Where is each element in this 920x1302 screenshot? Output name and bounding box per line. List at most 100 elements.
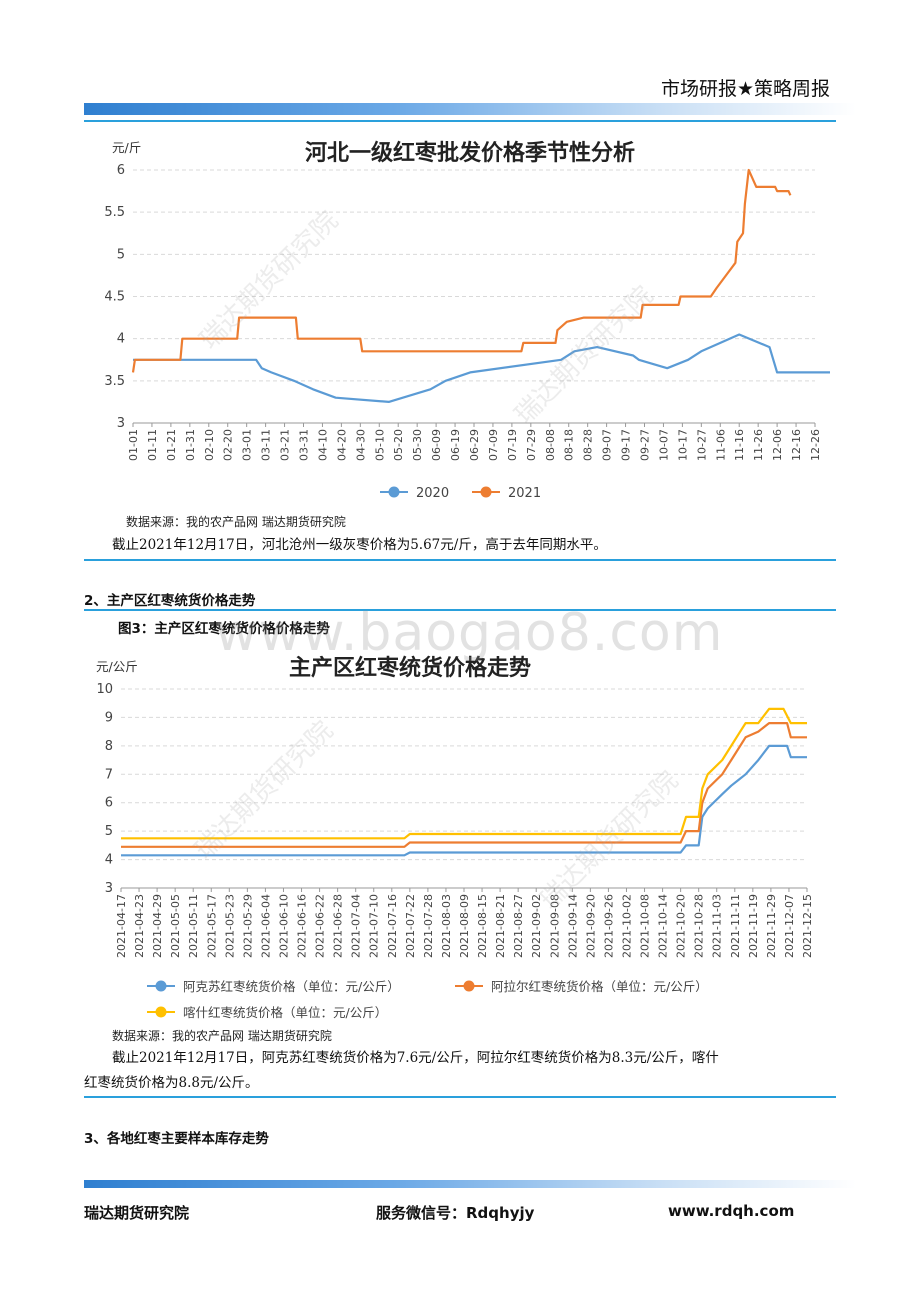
chart2-legend-label-0: 阿克苏红枣统货价格（单位：元/公斤） bbox=[183, 979, 400, 994]
chart2-x-tick-label: 2021-06-28 bbox=[332, 894, 345, 958]
chart2-y-tick-label: 7 bbox=[105, 767, 113, 782]
chart2-x-tick-label: 2021-10-20 bbox=[675, 894, 688, 958]
chart1-x-tick-label: 04-30 bbox=[354, 429, 367, 461]
chart1-x-tick-label: 04-20 bbox=[335, 429, 348, 461]
chart2-legend-marker-0 bbox=[155, 980, 167, 992]
chart2-x-tick-label: 2021-07-10 bbox=[368, 894, 381, 958]
chart1-plot: 3 3.5 4 4.5 5 5.5 6 01-01 01-11 01-21 01-31 02-10 02… bbox=[104, 163, 830, 501]
chart2-title: 主产区红枣统货价格走势 bbox=[288, 656, 531, 681]
chart2-x-tick-label: 2021-06-10 bbox=[277, 894, 290, 958]
chart1-x-tick-label: 05-30 bbox=[411, 429, 424, 461]
chart2-x-tick-label: 2021-08-21 bbox=[494, 894, 507, 958]
chart2-series-line-1 bbox=[121, 721, 807, 848]
chart1-x-tick-label: 12-06 bbox=[771, 429, 784, 461]
chart2-x-tick-label: 2021-10-14 bbox=[657, 894, 670, 958]
section-divider-2 bbox=[84, 609, 836, 611]
chart1-source: 数据来源：我的农产品网 瑞达期货研究院 bbox=[126, 515, 346, 529]
chart2-x-tick-label: 2021-09-08 bbox=[548, 894, 561, 958]
chart1-x-tick-label: 08-28 bbox=[582, 429, 595, 461]
chart1-x-tick-label: 03-11 bbox=[260, 429, 273, 461]
footer-gradient-bar bbox=[84, 1180, 856, 1188]
chart2-caption-line1: 截止2021年12月17日，阿克苏红枣统货价格为7.6元/公斤，阿拉尔红枣统货价… bbox=[112, 1050, 719, 1066]
chart1-x-tick-label: 04-10 bbox=[316, 429, 329, 461]
chart2-y-tick-label: 10 bbox=[96, 682, 113, 697]
chart1-x-tick-label: 01-21 bbox=[165, 429, 178, 461]
chart2-y-tick-label: 5 bbox=[105, 824, 113, 839]
chart2-x-tick-label: 2021-11-03 bbox=[711, 894, 724, 958]
chart2-plot: 3 4 5 6 7 8 9 10 2021-04-17 2021-04-23 2021-04-29 2… bbox=[96, 682, 814, 1020]
chart1-x-tick-label: 07-29 bbox=[525, 429, 538, 461]
chart1-x-tick-label: 05-10 bbox=[373, 429, 386, 461]
chart2-x-tick-label: 2021-09-26 bbox=[602, 894, 615, 958]
chart2-x-tick-label: 2021-12-07 bbox=[783, 894, 796, 958]
chart1-x-tick-label: 01-01 bbox=[127, 429, 140, 461]
chart2-legend-label-2: 喀什红枣统货价格（单位：元/公斤） bbox=[183, 1005, 387, 1020]
chart2-y-tick-label: 4 bbox=[105, 853, 113, 868]
chart1-x-tick-label: 08-18 bbox=[563, 429, 576, 461]
chart1-legend-marker-1 bbox=[480, 486, 492, 498]
chart1-x-tick-label: 06-29 bbox=[468, 429, 481, 461]
chart1-x-tick-label: 12-16 bbox=[790, 429, 803, 461]
chart2-x-tick-label: 2021-05-05 bbox=[169, 894, 182, 958]
section2-heading: 2、主产区红枣统货价格走势 bbox=[84, 593, 256, 609]
chart2-x-tick-label: 2021-04-23 bbox=[133, 894, 146, 958]
chart2-x-tick-label: 2021-05-23 bbox=[223, 894, 236, 958]
site-watermark: www.baogao8.com bbox=[215, 603, 724, 663]
chart2-x-tick-label: 2021-08-09 bbox=[458, 894, 471, 958]
chart1-x-tick-label: 09-27 bbox=[639, 429, 652, 461]
chart2-y-tick-label: 3 bbox=[105, 881, 113, 896]
chart2-legend-marker-1 bbox=[463, 980, 475, 992]
chart2-container: 主产区红枣统货价格走势 bbox=[110, 650, 710, 682]
chart2-source: 数据来源：我的农产品网 瑞达期货研究院 bbox=[112, 1029, 332, 1043]
footer-website[interactable]: www.rdqh.com bbox=[668, 1202, 795, 1220]
chart2-x-tick-label: 2021-04-29 bbox=[151, 894, 164, 958]
chart1-x-tick-label: 06-19 bbox=[449, 429, 462, 461]
header-gradient-bar bbox=[84, 103, 856, 115]
chart2-legend-marker-2 bbox=[155, 1006, 167, 1018]
chart2-x-tick-label: 2021-11-19 bbox=[747, 894, 760, 958]
chart1-x-tick-label: 05-20 bbox=[392, 429, 405, 461]
chart1-legend-label-0: 2020 bbox=[416, 486, 449, 501]
chart1-y-tick-label: 3.5 bbox=[104, 374, 125, 389]
chart1-x-tick-label: 02-10 bbox=[203, 429, 216, 461]
chart2-x-tick-label: 2021-05-29 bbox=[241, 894, 254, 958]
chart1-x-tick-label: 10-27 bbox=[695, 429, 708, 461]
chart2-x-tick-label: 2021-06-16 bbox=[296, 894, 309, 958]
chart2-x-tick-label: 2021-05-17 bbox=[205, 894, 218, 958]
chart1-x-tick-label: 07-09 bbox=[487, 429, 500, 461]
chart1-x-tick-label: 01-31 bbox=[184, 429, 197, 461]
chart2-series-line-2 bbox=[121, 707, 807, 840]
report-header-title: 市场研报★策略周报 bbox=[660, 78, 830, 100]
chart2-caption-line2: 红枣统货价格为8.8元/公斤。 bbox=[84, 1075, 259, 1091]
chart2-x-tick-label: 2021-09-02 bbox=[530, 894, 543, 958]
chart1-x-tick-label: 03-21 bbox=[279, 429, 292, 461]
section-divider-1 bbox=[84, 559, 836, 561]
chart2-x-tick-label: 2021-07-16 bbox=[386, 894, 399, 958]
chart1-caption: 截止2021年12月17日，河北沧州一级灰枣价格为5.67元/斤，高于去年同期水… bbox=[112, 537, 607, 553]
chart1-x-tick-label: 02-20 bbox=[222, 429, 235, 461]
chart2-x-tick-label: 2021-06-22 bbox=[314, 894, 327, 958]
chart2-x-tick-label: 2021-09-20 bbox=[584, 894, 597, 958]
chart2-x-tick-label: 2021-07-04 bbox=[350, 894, 363, 958]
chart1-series-line-0 bbox=[133, 333, 830, 403]
section3-heading: 3、各地红枣主要样本库存走势 bbox=[84, 1131, 269, 1147]
chart1-x-tick-label: 07-19 bbox=[506, 429, 519, 461]
chart1-y-tick-label: 5.5 bbox=[104, 205, 125, 220]
chart2-x-tick-label: 2021-08-03 bbox=[440, 894, 453, 958]
chart2-x-tick-label: 2021-05-11 bbox=[187, 894, 200, 958]
chart1-x-tick-label: 11-06 bbox=[714, 429, 727, 461]
chart2-x-tick-label: 2021-11-29 bbox=[765, 894, 778, 958]
chart1-x-tick-label: 09-07 bbox=[601, 429, 614, 461]
chart2-x-tick-label: 2021-11-11 bbox=[729, 894, 742, 958]
chart1-y-tick-label: 3 bbox=[117, 416, 125, 431]
chart1-legend-label-1: 2021 bbox=[508, 486, 541, 501]
chart2-unit: 元/公斤 bbox=[96, 659, 138, 674]
chart2-x-tick-label: 2021-08-15 bbox=[476, 894, 489, 958]
chart1-x-tick-label: 10-07 bbox=[657, 429, 670, 461]
chart1-legend-marker-0 bbox=[388, 486, 400, 498]
chart1-y-tick-label: 5 bbox=[117, 247, 125, 262]
chart2-y-tick-label: 9 bbox=[105, 710, 113, 725]
chart1-unit: 元/斤 bbox=[112, 140, 142, 155]
chart1-x-tick-label: 11-26 bbox=[752, 429, 765, 461]
chart1-x-tick-label: 06-09 bbox=[430, 429, 443, 461]
